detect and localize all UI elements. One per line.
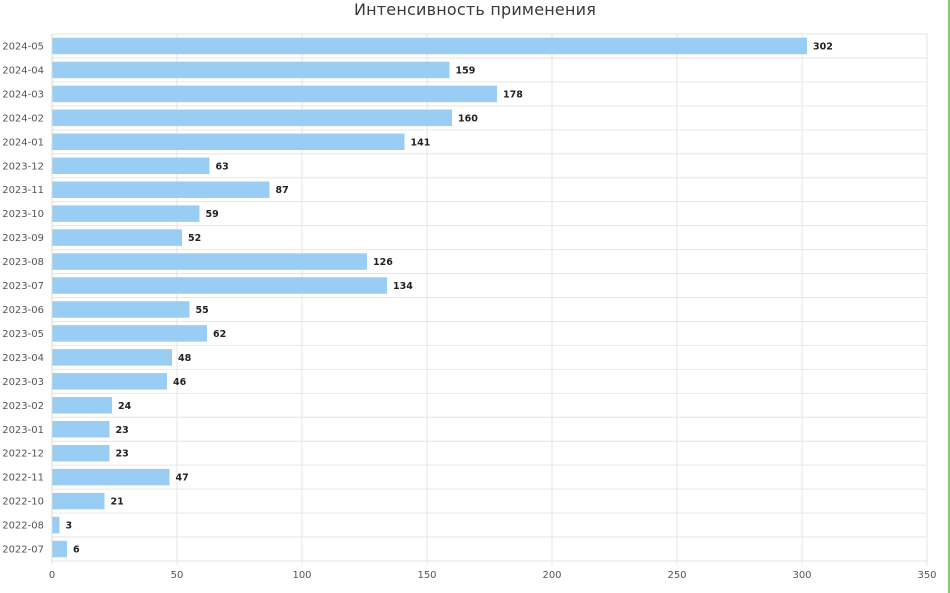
bar-2023-07	[52, 277, 387, 294]
category-label: 2023-05	[2, 329, 44, 340]
category-label: 2023-10	[2, 209, 44, 220]
data-label: 21	[111, 497, 124, 508]
bar-2023-06	[52, 301, 190, 318]
bar-2023-09	[52, 229, 182, 246]
bar-2023-02	[52, 397, 112, 414]
category-label: 2023-09	[2, 233, 44, 244]
category-label: 2022-07	[2, 545, 44, 556]
bar-2023-12	[52, 157, 210, 174]
category-label: 2022-12	[2, 449, 44, 460]
category-label: 2023-01	[2, 425, 44, 436]
data-label: 134	[393, 281, 413, 292]
data-label: 159	[456, 65, 476, 76]
category-label: 2023-11	[2, 185, 44, 196]
bar-2023-01	[52, 421, 110, 438]
data-label: 3	[66, 521, 73, 532]
data-label: 23	[116, 449, 129, 460]
x-tick-label: 0	[49, 570, 55, 581]
bar-2022-08	[52, 516, 60, 534]
data-label: 55	[196, 305, 209, 316]
chart-title: Интенсивность применения	[353, 0, 597, 19]
grid-layer	[51, 33, 928, 565]
x-tick-label: 50	[171, 570, 184, 581]
x-tick-label: 100	[292, 570, 311, 581]
data-label: 126	[373, 257, 393, 268]
data-label: 160	[458, 113, 478, 124]
category-label: 2024-01	[2, 137, 44, 148]
axis-layer: 0 50 100 150 200 250 300 350 2024-05 2024-04 2024-…	[2, 34, 937, 581]
bar-layer	[52, 37, 807, 558]
data-label: 59	[206, 209, 219, 220]
x-tick-label: 300	[792, 570, 811, 581]
category-label: 2023-06	[2, 305, 44, 316]
category-label: 2024-04	[2, 65, 44, 76]
category-label: 2022-08	[2, 521, 44, 532]
data-label: 6	[73, 545, 80, 556]
right-border	[948, 0, 950, 593]
data-label: 24	[118, 401, 132, 412]
bar-2024-03	[52, 85, 497, 103]
bar-2022-11	[52, 468, 170, 486]
bar-2024-01	[52, 133, 405, 151]
category-label: 2024-02	[2, 113, 44, 124]
category-label: 2022-10	[2, 497, 44, 508]
data-label: 48	[178, 353, 192, 364]
bar-2023-03	[52, 373, 167, 390]
x-tick-label: 150	[417, 570, 436, 581]
bar-2024-02	[52, 109, 452, 127]
data-label: 87	[276, 185, 289, 196]
data-label: 23	[116, 425, 129, 436]
category-label: 2024-03	[2, 89, 44, 100]
category-label: 2023-03	[2, 377, 44, 388]
data-label: 178	[503, 89, 523, 100]
category-label: 2023-08	[2, 257, 44, 268]
bar-2024-05	[52, 37, 807, 55]
bar-2023-10	[52, 205, 200, 222]
bar-2022-07	[52, 540, 67, 558]
data-label: 52	[188, 233, 201, 244]
bar-2024-04	[52, 61, 450, 79]
data-label: 63	[216, 161, 229, 172]
bar-2023-05	[52, 325, 207, 342]
category-label: 2023-07	[2, 281, 44, 292]
data-label: 62	[213, 329, 226, 340]
bar-2023-04	[52, 349, 172, 366]
category-label: 2023-02	[2, 401, 44, 412]
data-label: 46	[173, 377, 187, 388]
category-label: 2024-05	[2, 41, 44, 52]
bar-2023-08	[52, 253, 367, 270]
bar-2022-10	[52, 492, 105, 510]
data-label: 47	[176, 473, 189, 484]
x-tick-label: 200	[542, 570, 561, 581]
data-label: 141	[411, 137, 431, 148]
data-label: 302	[813, 41, 833, 52]
x-tick-label: 250	[667, 570, 686, 581]
x-tick-label: 350	[917, 570, 936, 581]
label-layer: 3021591781601416387595212613455624846242…	[66, 41, 833, 555]
category-label: 2023-12	[2, 161, 44, 172]
category-label: 2023-04	[2, 353, 44, 364]
bar-2022-12	[52, 444, 110, 462]
category-label: 2022-11	[2, 473, 44, 484]
bar-2023-11	[52, 181, 270, 198]
